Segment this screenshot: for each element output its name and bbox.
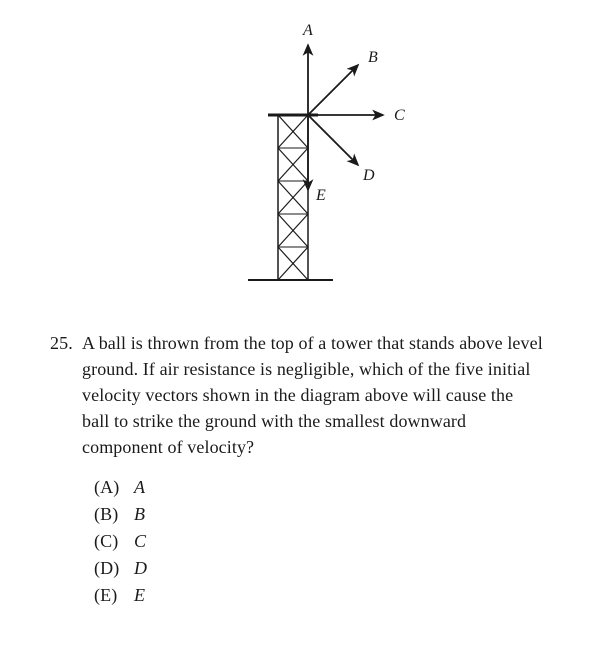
- question-block: 25. A ball is thrown from the top of a t…: [50, 330, 545, 609]
- svg-text:C: C: [394, 107, 405, 124]
- question-number: 25.: [50, 330, 82, 460]
- svg-text:B: B: [368, 49, 378, 66]
- svg-text:A: A: [302, 22, 313, 39]
- choice-b: (B) B: [94, 501, 545, 528]
- choice-c: (C) C: [94, 528, 545, 555]
- question-text: 25. A ball is thrown from the top of a t…: [50, 330, 545, 460]
- physics-diagram: A B C D E: [168, 20, 428, 300]
- choice-e: (E) E: [94, 582, 545, 609]
- choice-a: (A) A: [94, 474, 545, 501]
- choice-d: (D) D: [94, 555, 545, 582]
- question-body: A ball is thrown from the top of a tower…: [82, 330, 545, 460]
- svg-text:D: D: [362, 167, 375, 184]
- svg-text:E: E: [315, 187, 326, 204]
- answer-choices: (A) A (B) B (C) C (D) D (E) E: [50, 474, 545, 609]
